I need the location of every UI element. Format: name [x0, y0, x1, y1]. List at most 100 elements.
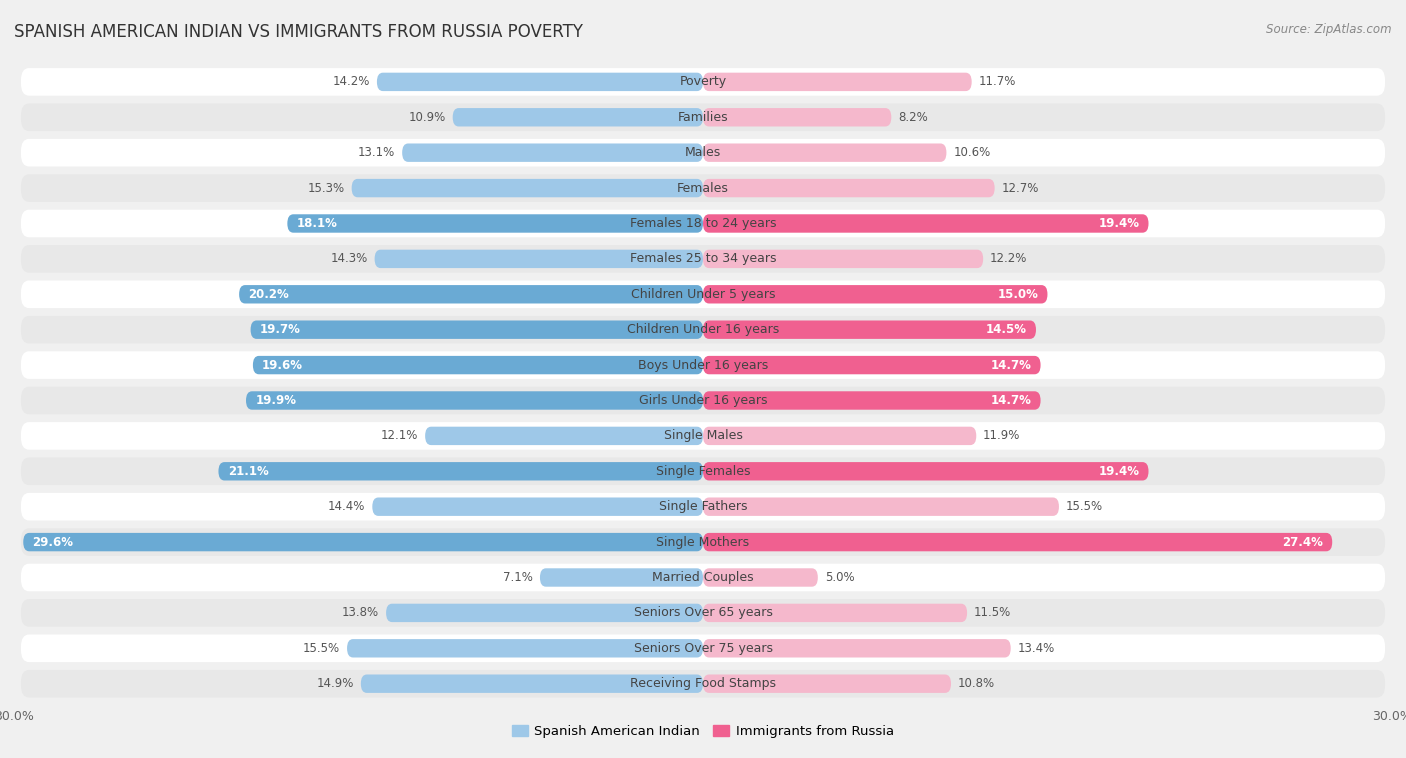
Text: 14.4%: 14.4%	[328, 500, 366, 513]
Text: 19.7%: 19.7%	[260, 323, 301, 337]
Text: 20.2%: 20.2%	[249, 288, 290, 301]
FancyBboxPatch shape	[21, 68, 1385, 96]
FancyBboxPatch shape	[703, 321, 1036, 339]
FancyBboxPatch shape	[703, 675, 950, 693]
Text: Boys Under 16 years: Boys Under 16 years	[638, 359, 768, 371]
Text: 13.4%: 13.4%	[1018, 642, 1054, 655]
Text: Females 25 to 34 years: Females 25 to 34 years	[630, 252, 776, 265]
Text: 19.9%: 19.9%	[256, 394, 297, 407]
Text: 14.9%: 14.9%	[316, 677, 354, 691]
FancyBboxPatch shape	[387, 603, 703, 622]
Text: Seniors Over 75 years: Seniors Over 75 years	[634, 642, 772, 655]
Text: 15.3%: 15.3%	[308, 182, 344, 195]
Text: Single Fathers: Single Fathers	[659, 500, 747, 513]
Text: 8.2%: 8.2%	[898, 111, 928, 124]
Text: 13.1%: 13.1%	[359, 146, 395, 159]
FancyBboxPatch shape	[21, 174, 1385, 202]
FancyBboxPatch shape	[21, 280, 1385, 308]
FancyBboxPatch shape	[239, 285, 703, 303]
Text: 13.8%: 13.8%	[342, 606, 380, 619]
FancyBboxPatch shape	[703, 533, 1333, 551]
Text: 27.4%: 27.4%	[1282, 536, 1323, 549]
FancyBboxPatch shape	[21, 458, 1385, 485]
Text: 15.0%: 15.0%	[997, 288, 1038, 301]
FancyBboxPatch shape	[21, 245, 1385, 273]
Text: 10.9%: 10.9%	[409, 111, 446, 124]
Text: 10.6%: 10.6%	[953, 146, 991, 159]
FancyBboxPatch shape	[21, 564, 1385, 591]
FancyBboxPatch shape	[21, 316, 1385, 343]
Text: Females: Females	[678, 182, 728, 195]
Text: 12.2%: 12.2%	[990, 252, 1028, 265]
FancyBboxPatch shape	[425, 427, 703, 445]
FancyBboxPatch shape	[703, 215, 1149, 233]
Text: 14.7%: 14.7%	[990, 359, 1032, 371]
Text: 12.1%: 12.1%	[381, 429, 418, 443]
Text: 14.2%: 14.2%	[333, 75, 370, 89]
FancyBboxPatch shape	[361, 675, 703, 693]
FancyBboxPatch shape	[253, 356, 703, 374]
FancyBboxPatch shape	[703, 108, 891, 127]
FancyBboxPatch shape	[402, 143, 703, 162]
FancyBboxPatch shape	[703, 73, 972, 91]
FancyBboxPatch shape	[21, 387, 1385, 415]
Text: Children Under 5 years: Children Under 5 years	[631, 288, 775, 301]
Text: Males: Males	[685, 146, 721, 159]
Text: Females 18 to 24 years: Females 18 to 24 years	[630, 217, 776, 230]
FancyBboxPatch shape	[703, 285, 1047, 303]
FancyBboxPatch shape	[246, 391, 703, 409]
Text: 15.5%: 15.5%	[1066, 500, 1102, 513]
FancyBboxPatch shape	[21, 422, 1385, 449]
Text: 19.4%: 19.4%	[1098, 465, 1139, 478]
FancyBboxPatch shape	[21, 528, 1385, 556]
Text: 11.7%: 11.7%	[979, 75, 1017, 89]
Text: 11.9%: 11.9%	[983, 429, 1021, 443]
FancyBboxPatch shape	[21, 493, 1385, 521]
Text: SPANISH AMERICAN INDIAN VS IMMIGRANTS FROM RUSSIA POVERTY: SPANISH AMERICAN INDIAN VS IMMIGRANTS FR…	[14, 23, 583, 41]
FancyBboxPatch shape	[453, 108, 703, 127]
Text: 11.5%: 11.5%	[974, 606, 1011, 619]
FancyBboxPatch shape	[703, 639, 1011, 657]
FancyBboxPatch shape	[703, 391, 1040, 409]
FancyBboxPatch shape	[703, 143, 946, 162]
Text: Receiving Food Stamps: Receiving Food Stamps	[630, 677, 776, 691]
FancyBboxPatch shape	[250, 321, 703, 339]
Text: 21.1%: 21.1%	[228, 465, 269, 478]
FancyBboxPatch shape	[21, 599, 1385, 627]
FancyBboxPatch shape	[347, 639, 703, 657]
FancyBboxPatch shape	[21, 351, 1385, 379]
Text: 14.5%: 14.5%	[986, 323, 1026, 337]
FancyBboxPatch shape	[703, 249, 983, 268]
FancyBboxPatch shape	[703, 179, 994, 197]
FancyBboxPatch shape	[703, 568, 818, 587]
FancyBboxPatch shape	[374, 249, 703, 268]
Text: 7.1%: 7.1%	[503, 571, 533, 584]
FancyBboxPatch shape	[218, 462, 703, 481]
Text: Married Couples: Married Couples	[652, 571, 754, 584]
FancyBboxPatch shape	[24, 533, 703, 551]
Text: Single Females: Single Females	[655, 465, 751, 478]
Text: 19.6%: 19.6%	[262, 359, 304, 371]
Text: 15.5%: 15.5%	[304, 642, 340, 655]
FancyBboxPatch shape	[352, 179, 703, 197]
FancyBboxPatch shape	[373, 497, 703, 516]
Text: Families: Families	[678, 111, 728, 124]
Text: Source: ZipAtlas.com: Source: ZipAtlas.com	[1267, 23, 1392, 36]
FancyBboxPatch shape	[703, 462, 1149, 481]
FancyBboxPatch shape	[287, 215, 703, 233]
FancyBboxPatch shape	[703, 356, 1040, 374]
Text: Girls Under 16 years: Girls Under 16 years	[638, 394, 768, 407]
FancyBboxPatch shape	[21, 210, 1385, 237]
Text: 14.7%: 14.7%	[990, 394, 1032, 407]
Text: Single Mothers: Single Mothers	[657, 536, 749, 549]
FancyBboxPatch shape	[377, 73, 703, 91]
Text: 29.6%: 29.6%	[32, 536, 73, 549]
Text: 5.0%: 5.0%	[825, 571, 855, 584]
FancyBboxPatch shape	[703, 427, 976, 445]
Text: 12.7%: 12.7%	[1001, 182, 1039, 195]
FancyBboxPatch shape	[540, 568, 703, 587]
Text: Seniors Over 65 years: Seniors Over 65 years	[634, 606, 772, 619]
FancyBboxPatch shape	[21, 139, 1385, 167]
Text: Children Under 16 years: Children Under 16 years	[627, 323, 779, 337]
FancyBboxPatch shape	[21, 670, 1385, 697]
